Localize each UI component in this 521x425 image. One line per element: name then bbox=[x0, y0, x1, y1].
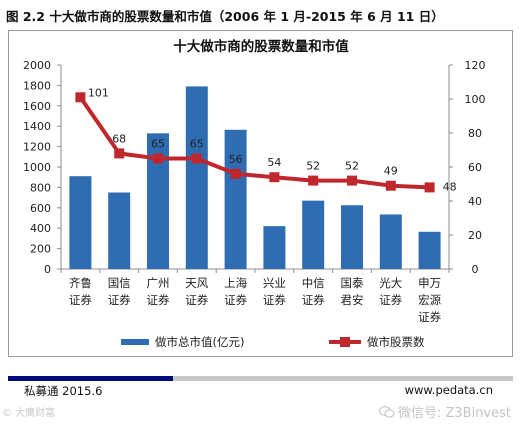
line-data-label: 65 bbox=[190, 138, 204, 151]
y-right-tick-label: 120 bbox=[465, 59, 486, 72]
x-category-label: 光大 bbox=[379, 276, 402, 290]
line-point bbox=[308, 175, 319, 186]
x-category-label: 申万 bbox=[418, 276, 441, 290]
legend-line-marker bbox=[340, 337, 350, 347]
line-data-label: 56 bbox=[229, 153, 243, 166]
y-left-tick-label: 1600 bbox=[23, 100, 51, 113]
x-category-label: 齐鲁 bbox=[69, 276, 92, 290]
y-right-tick-label: 40 bbox=[468, 195, 482, 208]
x-category-label: 国信 bbox=[108, 276, 131, 290]
x-category-label: 证券 bbox=[147, 293, 170, 307]
y-right-tick-label: 20 bbox=[468, 229, 482, 242]
legend: 做市总市值(亿元) 做市股票数 bbox=[121, 335, 425, 349]
y-right-tick-label: 100 bbox=[465, 93, 486, 106]
footer-band bbox=[8, 376, 513, 381]
bar bbox=[418, 231, 441, 269]
x-category-label: 证券 bbox=[108, 293, 131, 307]
bar bbox=[302, 200, 325, 269]
watermark-right-text: 微信号: Z3Binvest bbox=[397, 406, 511, 421]
x-category-label: 君安 bbox=[341, 293, 364, 307]
y-left-tick-label: 600 bbox=[30, 202, 51, 215]
x-category-label: 国泰 bbox=[341, 276, 364, 290]
x-category-label: 上海 bbox=[224, 276, 247, 290]
legend-bar-swatch bbox=[121, 339, 149, 345]
y-left-tick-label: 0 bbox=[44, 263, 51, 276]
x-category-label: 天风 bbox=[185, 276, 208, 290]
line-data-label: 65 bbox=[151, 138, 165, 151]
footer-band-accent bbox=[8, 376, 173, 381]
line-point bbox=[75, 92, 86, 103]
y-left-tick-label: 400 bbox=[30, 222, 51, 235]
chart-svg: 十大做市商的股票数量和市值 02004006008001000120014001… bbox=[23, 38, 486, 349]
watermark-left: © 大鹰财富 bbox=[2, 408, 56, 419]
x-category-label: 证券 bbox=[69, 293, 92, 307]
y-left-tick-label: 200 bbox=[30, 243, 51, 256]
line-data-label: 54 bbox=[267, 156, 281, 169]
bar bbox=[263, 226, 286, 269]
bar bbox=[108, 192, 131, 269]
line-data-label: 48 bbox=[443, 180, 457, 193]
y-right-tick-label: 80 bbox=[468, 127, 482, 140]
bar bbox=[147, 133, 169, 269]
line-point bbox=[230, 168, 241, 179]
figure-caption: 图 2.2 十大做市商的股票数量和市值（2006 年 1 月-2015 年 6 … bbox=[6, 9, 444, 24]
watermark-right: 微信号: Z3Binvest bbox=[378, 402, 511, 421]
y-left-tick-label: 1000 bbox=[23, 161, 51, 174]
line-data-label: 52 bbox=[306, 160, 320, 173]
x-category-label: 宏源 bbox=[418, 293, 441, 307]
line-point bbox=[424, 182, 435, 193]
bar bbox=[185, 86, 208, 269]
x-category-label: 证券 bbox=[418, 310, 441, 324]
line-data-label: 52 bbox=[345, 160, 359, 173]
line-data-label: 49 bbox=[384, 165, 398, 178]
chart-title: 十大做市商的股票数量和市值 bbox=[173, 38, 349, 55]
x-category-label: 证券 bbox=[224, 293, 247, 307]
line-point bbox=[153, 153, 163, 164]
line-point bbox=[191, 153, 202, 164]
chart-axes: 0 200 400 600 800 1000 1200 1400 1600 1800 2000 0 20… bbox=[23, 59, 486, 276]
bar bbox=[341, 205, 363, 269]
y-left-tick-label: 800 bbox=[30, 181, 51, 194]
footer-site[interactable]: www.pedata.cn bbox=[404, 383, 493, 397]
x-category-label: 证券 bbox=[263, 293, 286, 307]
y-left-tick-label: 1200 bbox=[23, 141, 51, 154]
bar bbox=[224, 129, 247, 269]
line-data-label: 68 bbox=[112, 132, 126, 145]
line-point bbox=[385, 180, 396, 191]
x-category-label: 证券 bbox=[302, 293, 325, 307]
x-category-label: 证券 bbox=[379, 293, 402, 307]
line-point bbox=[269, 172, 280, 183]
wechat-icon bbox=[378, 406, 395, 418]
bar bbox=[69, 176, 92, 269]
chart-frame: 十大做市商的股票数量和市值 0 200 400 600 800 1000 1200 1400 1… bbox=[8, 30, 513, 357]
legend-bar-label: 做市总市值(亿元) bbox=[155, 335, 244, 349]
x-category-label: 广州 bbox=[147, 276, 170, 290]
y-left-tick-label: 2000 bbox=[23, 59, 51, 72]
x-category-label: 证券 bbox=[185, 293, 208, 307]
line-path bbox=[78, 96, 430, 190]
line-data-label: 101 bbox=[88, 86, 109, 99]
bar-series bbox=[69, 86, 441, 269]
y-right-tick-label: 60 bbox=[468, 161, 482, 174]
y-left-tick-label: 1800 bbox=[23, 79, 51, 92]
bar bbox=[379, 214, 402, 269]
y-right-tick-label: 0 bbox=[472, 263, 479, 276]
line-series: 101 68 65 65 56 54 52 52 49 48 bbox=[75, 86, 457, 193]
footer-source: 私募通 2015.6 bbox=[24, 384, 103, 398]
legend-line-label: 做市股票数 bbox=[367, 335, 425, 349]
line-point bbox=[114, 148, 125, 159]
y-left-tick-label: 1400 bbox=[23, 120, 51, 133]
line-point bbox=[347, 175, 357, 186]
x-category-label: 中信 bbox=[302, 276, 325, 290]
x-category-label: 兴业 bbox=[263, 276, 286, 290]
